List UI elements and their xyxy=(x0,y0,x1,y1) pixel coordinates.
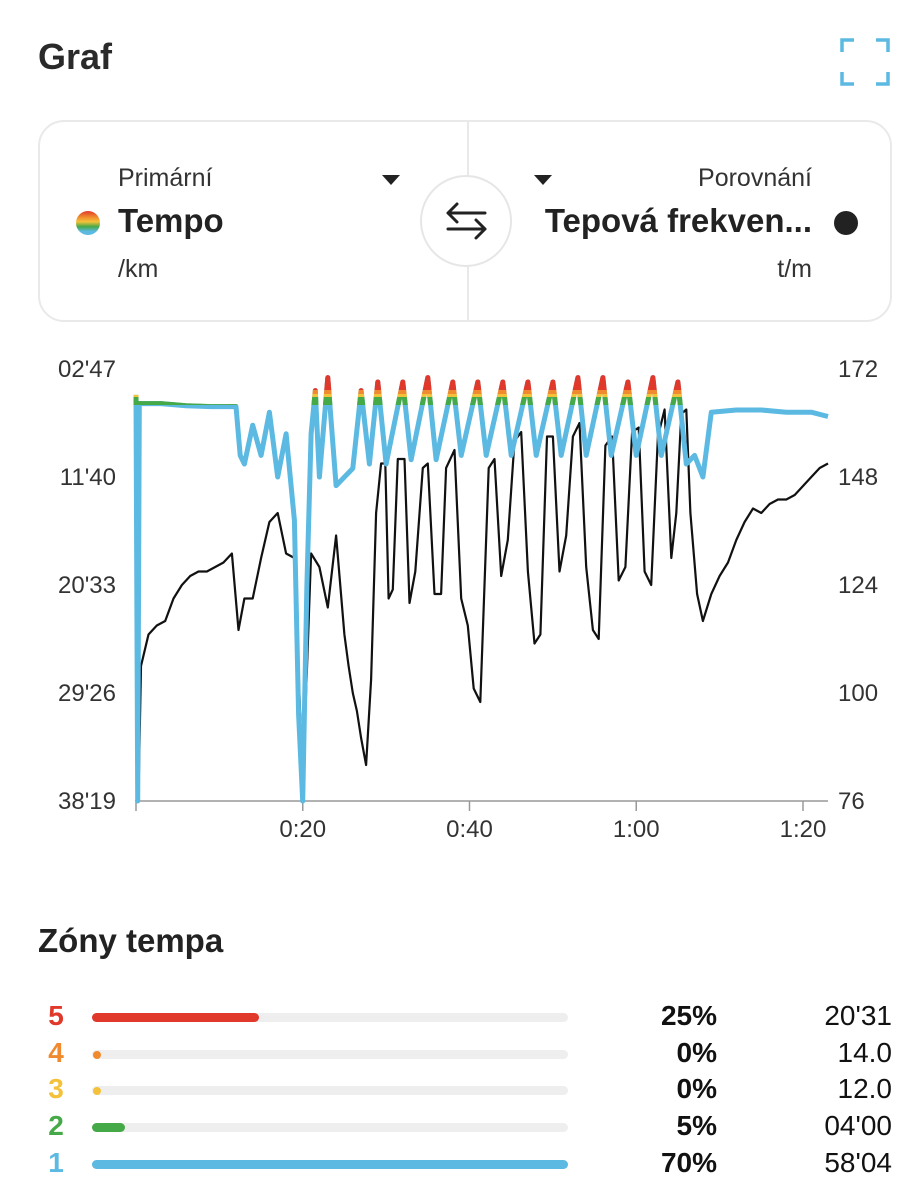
zone-number: 2 xyxy=(48,1110,64,1141)
zone-bar-track xyxy=(92,1160,568,1169)
swap-arrows-icon xyxy=(446,202,487,240)
comparison-unit: t/m xyxy=(777,255,812,283)
zone-bar-track xyxy=(92,1050,568,1059)
pace-heartrate-chart[interactable]: 02'47 11'40 20'33 29'26 38'19 172 148 124 100 76… xyxy=(0,330,912,850)
zone-percent: 0% xyxy=(676,1073,717,1104)
primary-label: Primární xyxy=(118,164,213,192)
x-tick-label: 0:20 xyxy=(279,816,326,843)
zone-percent: 25% xyxy=(660,1000,717,1031)
zone-row: 3 0% 12.0 xyxy=(0,1073,912,1109)
y-left-tick-label: 20'33 xyxy=(58,572,116,599)
x-tick-label: 1:00 xyxy=(613,816,660,843)
left-axis: 02'47 11'40 20'33 29'26 38'19 xyxy=(58,356,116,815)
zone-row: 4 0% 14.0 xyxy=(0,1037,912,1073)
comparison-value: Tepová frekven... xyxy=(544,202,812,239)
zone-bar-fill xyxy=(92,1123,126,1132)
zone-row: 5 25% 20'31 xyxy=(0,1000,912,1036)
zone-bar-track xyxy=(92,1086,568,1095)
primary-value: Tempo xyxy=(118,202,224,239)
zone-bar-track xyxy=(92,1013,568,1022)
zone-value: 14.0 xyxy=(837,1037,893,1068)
chart-lines xyxy=(133,375,829,804)
zones-title: Zóny tempa xyxy=(38,922,224,959)
zone-percent: 5% xyxy=(676,1110,717,1141)
zone-percent: 70% xyxy=(660,1147,717,1178)
series-heart-rate-line xyxy=(135,408,829,802)
zone-value: 12.0 xyxy=(837,1073,893,1104)
page-title: Graf xyxy=(38,36,113,77)
zone-bar-fill xyxy=(93,1051,101,1059)
zone-value: 04'00 xyxy=(824,1110,892,1141)
swap-button[interactable] xyxy=(420,175,512,267)
zone-bar-fill xyxy=(92,1013,259,1022)
comparison-label: Porovnání xyxy=(698,164,812,192)
zone-number: 3 xyxy=(48,1073,64,1104)
zone-number: 5 xyxy=(48,1000,64,1031)
x-axis: 0:20 0:40 1:00 1:20 xyxy=(135,800,828,843)
zone-bar-fill xyxy=(93,1087,101,1095)
comparison-dot-icon xyxy=(834,211,858,235)
y-right-tick-label: 172 xyxy=(838,356,878,383)
zone-number: 1 xyxy=(48,1147,64,1178)
rainbow-dot-icon xyxy=(76,211,100,235)
y-right-tick-label: 124 xyxy=(838,572,878,599)
zone-bar-fill xyxy=(92,1160,568,1169)
y-right-tick-label: 76 xyxy=(838,788,865,815)
y-left-tick-label: 02'47 xyxy=(58,356,116,383)
zone-value: 20'31 xyxy=(824,1000,892,1031)
chevron-down-icon[interactable] xyxy=(534,175,552,185)
y-left-tick-label: 29'26 xyxy=(58,680,116,707)
zone-percent: 0% xyxy=(676,1037,717,1068)
zone-row: 2 5% 04'00 xyxy=(0,1110,912,1146)
x-tick-label: 1:20 xyxy=(780,816,827,843)
series-pace-line xyxy=(133,375,829,804)
primary-unit: /km xyxy=(118,255,159,283)
right-axis: 172 148 124 100 76 xyxy=(838,356,878,815)
zone-value: 58'04 xyxy=(824,1147,892,1178)
zone-row: 1 70% 58'04 xyxy=(0,1147,912,1183)
x-tick-label: 0:40 xyxy=(446,816,493,843)
y-left-tick-label: 38'19 xyxy=(58,788,116,815)
zone-number: 4 xyxy=(48,1037,64,1068)
chevron-down-icon[interactable] xyxy=(382,175,400,185)
y-right-tick-label: 100 xyxy=(838,680,878,707)
y-right-tick-label: 148 xyxy=(838,464,878,491)
zone-bar-track xyxy=(92,1123,568,1132)
y-left-tick-label: 11'40 xyxy=(60,464,116,491)
metric-selector: Primární Tempo /km Porovnání Tepová frek… xyxy=(38,120,892,322)
fullscreen-corners-icon[interactable] xyxy=(840,38,890,86)
